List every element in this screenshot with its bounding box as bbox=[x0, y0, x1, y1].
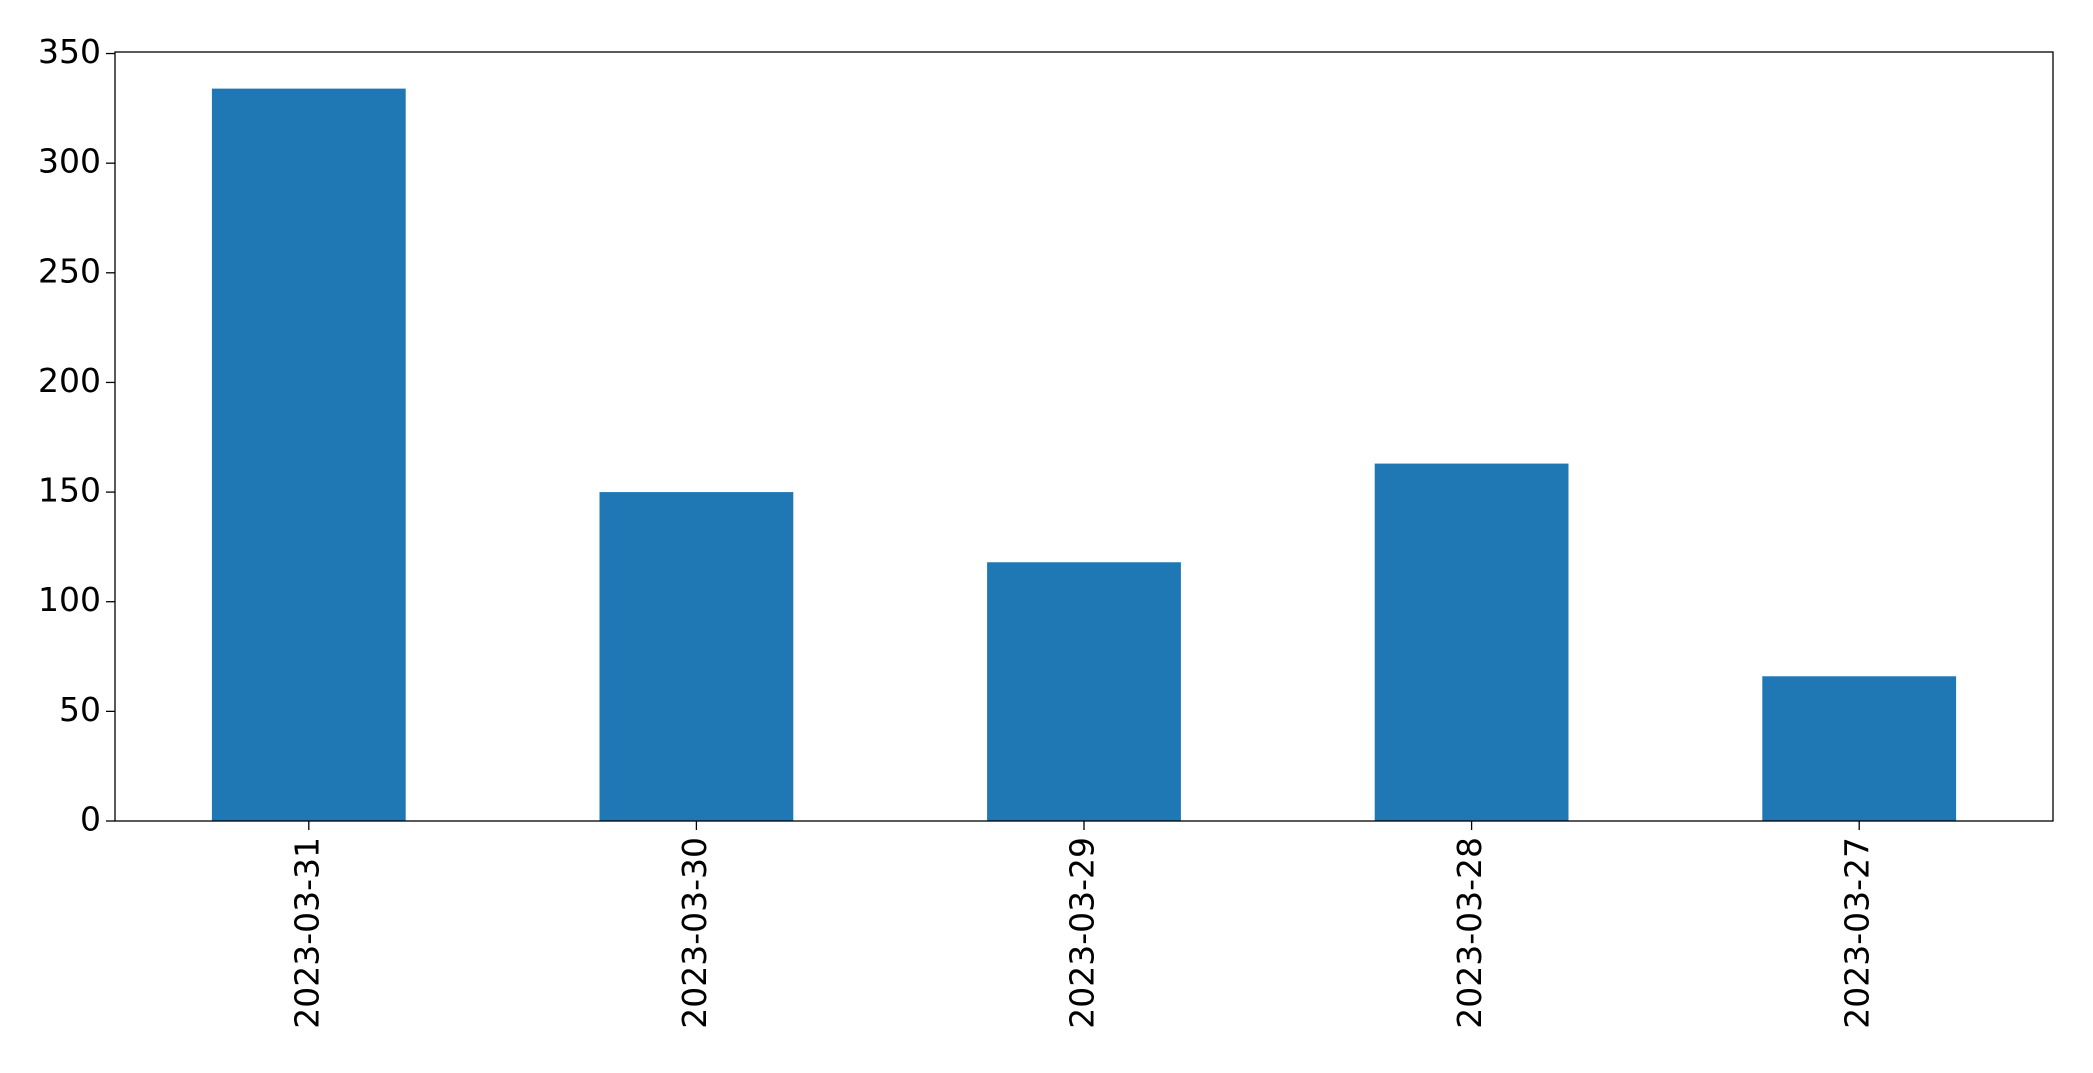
y-tick-label: 200 bbox=[38, 361, 101, 400]
y-tick-label: 0 bbox=[80, 800, 101, 839]
x-tick-label: 2023-03-30 bbox=[675, 837, 714, 1029]
y-tick-label: 50 bbox=[59, 690, 101, 729]
bar bbox=[211, 88, 406, 822]
x-tick-label: 2023-03-31 bbox=[287, 837, 326, 1029]
x-tick-label: 2023-03-27 bbox=[1838, 837, 1877, 1029]
plot-frame bbox=[114, 51, 2054, 822]
y-tick-label: 100 bbox=[38, 580, 101, 619]
x-tick-label: 2023-03-29 bbox=[1063, 837, 1102, 1029]
y-tick-label: 250 bbox=[38, 251, 101, 290]
y-tick-label: 300 bbox=[38, 142, 101, 181]
bar bbox=[987, 562, 1181, 821]
y-tick-label: 350 bbox=[38, 32, 101, 71]
x-tick-label: 2023-03-28 bbox=[1450, 837, 1489, 1029]
bar bbox=[1762, 676, 1957, 821]
bar bbox=[1374, 463, 1569, 821]
bar bbox=[599, 492, 794, 821]
y-tick-label: 150 bbox=[38, 471, 101, 510]
